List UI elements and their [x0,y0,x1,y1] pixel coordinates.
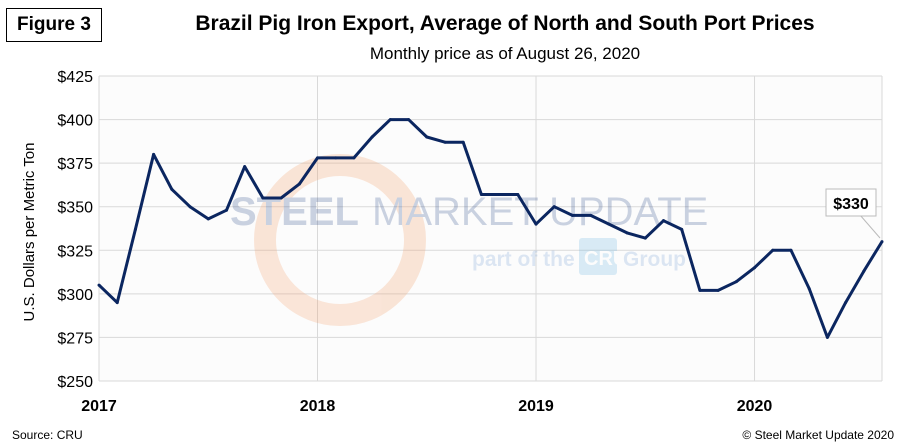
watermark-group: Group [623,248,686,271]
copyright-note: © Steel Market Update 2020 [742,428,894,442]
x-tick-label: 2019 [518,398,554,415]
y-tick-label: $425 [57,69,93,86]
y-axis-label: U.S. Dollars per Metric Ton [21,143,38,322]
data-point [479,193,483,197]
price-line [97,118,884,339]
y-tick-label: $400 [57,113,93,130]
watermark-market-update: MARKET UPDATE [372,190,708,234]
watermark-part-of: part of the [472,248,575,271]
x-tick-label: 2017 [81,398,117,415]
x-tick-labels: 2017 2018 2019 2020 [81,398,772,415]
data-points [97,118,884,339]
data-point [243,165,247,169]
figure-label: Figure 3 [6,8,102,42]
watermark-cru-box [579,238,617,275]
data-point [407,118,411,122]
y-tick-label: $325 [57,243,93,260]
data-point [97,283,101,287]
data-point [334,156,338,160]
chart-title: Brazil Pig Iron Export, Average of North… [195,12,815,35]
data-point [771,248,775,252]
data-point [807,287,811,291]
data-point [316,156,320,160]
data-point [498,193,502,197]
data-point [698,288,702,292]
data-point [352,156,356,160]
data-point [753,266,757,270]
x-tick-label: 2020 [737,398,773,415]
data-point [370,135,374,139]
y-tick-labels: $250 $275 $300 $325 $350 $375 $400 $425 [57,69,93,391]
x-tick-label: 2018 [300,398,336,415]
watermark-logo: STEEL MARKET UPDATE part of the CRU Grou… [230,154,708,326]
data-point [206,217,210,221]
data-point [661,219,665,223]
data-point [552,205,556,209]
data-point [170,187,174,191]
data-point [516,193,520,197]
y-tick-label: $350 [57,200,93,217]
data-point [862,269,866,273]
data-point [680,227,684,231]
plot-area [99,76,882,381]
data-point [825,335,829,339]
data-point [261,196,265,200]
watermark-steel: STEEL [230,190,359,234]
y-tick-label: $300 [57,287,93,304]
data-point [279,196,283,200]
data-point [425,135,429,139]
data-point [534,222,538,226]
data-point [461,140,465,144]
data-point [224,208,228,212]
data-point [297,182,301,186]
source-note: Source: CRU [12,428,83,442]
data-point [589,213,593,217]
data-point [880,240,884,244]
data-point [734,280,738,284]
y-tick-label: $275 [57,330,93,347]
chart-subtitle: Monthly price as of August 26, 2020 [369,44,641,63]
data-point [133,227,137,231]
annotation-pointer [859,214,881,239]
data-point [716,288,720,292]
data-point [625,231,629,235]
y-tick-label: $375 [57,156,93,173]
data-point [643,236,647,240]
y-tick-label: $250 [57,374,93,391]
data-point [443,140,447,144]
data-point [844,301,848,305]
data-point [607,222,611,226]
watermark-cru: CRU [584,248,627,270]
data-point [115,301,119,305]
annotation-box [825,188,877,217]
data-point [188,205,192,209]
annotation-label: $330 [833,196,869,213]
data-point [570,213,574,217]
data-point [789,248,793,252]
data-point [388,118,392,122]
watermark-arc [254,154,426,326]
data-point [152,152,156,156]
